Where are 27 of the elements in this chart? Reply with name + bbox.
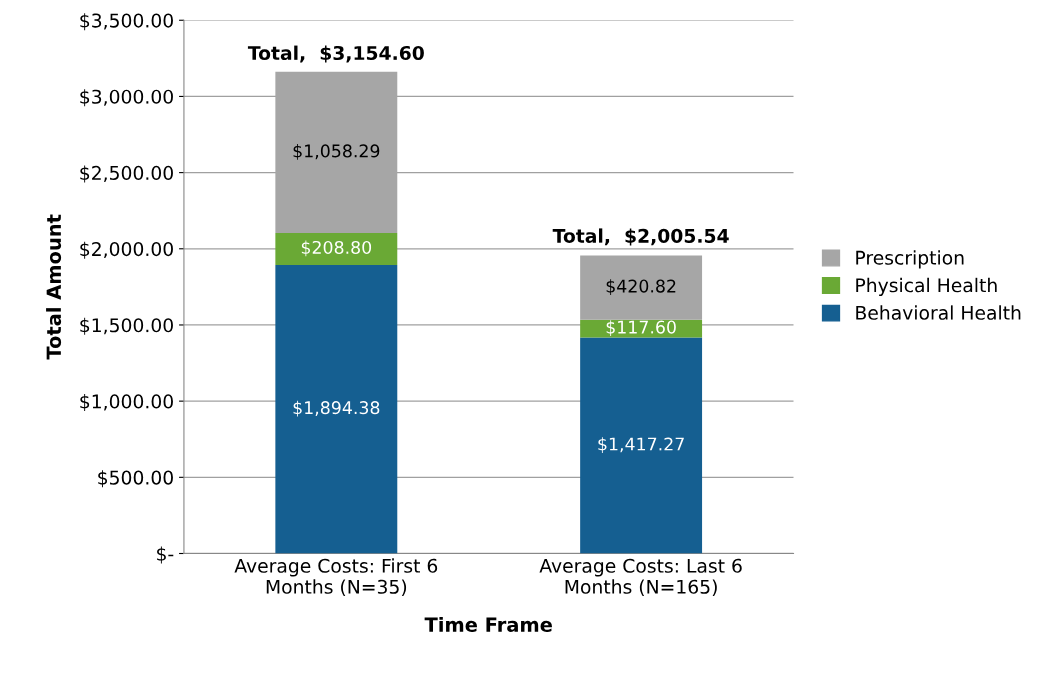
data-label: $117.60	[606, 320, 676, 336]
data-label: $208.80	[301, 240, 372, 257]
x-tick-label: Average Costs: Last 6 Months (N=165)	[539, 558, 742, 597]
bar	[580, 337, 703, 554]
y-tick-label: $2,000.00	[80, 241, 173, 259]
y-tick-label: $3,500.00	[80, 13, 173, 31]
y-tick-label: $500.00	[98, 470, 173, 488]
y-tick-label: $1,000.00	[80, 394, 173, 412]
y-tick-label: $3,000.00	[80, 89, 173, 107]
data-label: $420.82	[606, 279, 676, 295]
x-tick-label: Average Costs: First 6 Months (N=35)	[234, 558, 438, 597]
data-label: $1,894.38	[293, 400, 380, 417]
bar	[275, 264, 398, 554]
bar	[580, 255, 703, 320]
annotation: Total, $2,005.54	[552, 228, 729, 246]
y-axis-title: Total Amount	[46, 214, 62, 360]
legend-label: Prescription	[856, 250, 964, 269]
bar	[275, 233, 398, 265]
legend-label: Physical Health	[856, 277, 997, 296]
legend-label: Behavioral Health	[856, 305, 1021, 320]
data-label: $1,417.27	[598, 437, 684, 453]
y-tick-label: $-	[157, 546, 174, 564]
y-tick-label: $1,500.00	[80, 317, 173, 335]
y-tick-label: $2,500.00	[80, 165, 173, 183]
data-label: $1,058.29	[293, 144, 380, 160]
annotation: Total, $3,154.60	[247, 45, 424, 63]
x-axis-title: Time Frame	[424, 616, 552, 632]
